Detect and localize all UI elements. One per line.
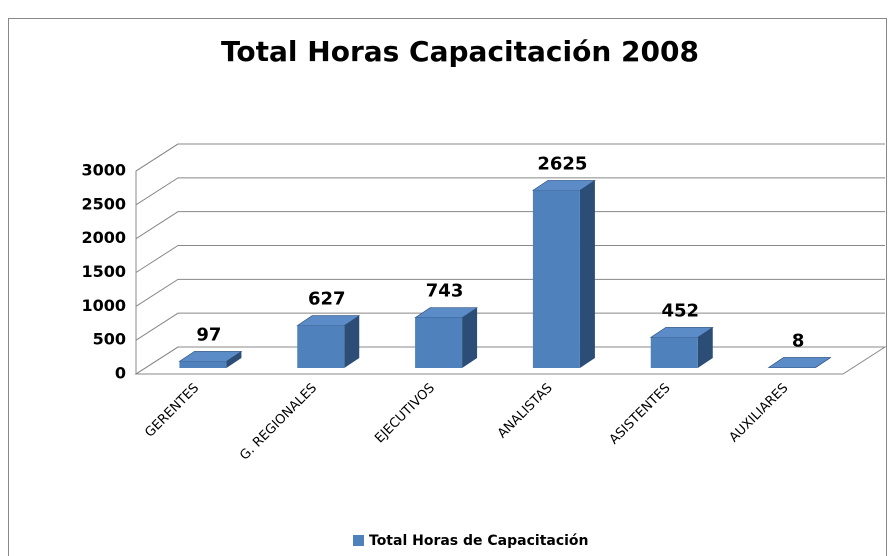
bar-side <box>344 315 360 368</box>
y-tick-label: 1000 <box>81 296 126 315</box>
value-label: 8 <box>792 330 805 351</box>
value-label: 97 <box>196 324 221 345</box>
bar-front <box>415 317 463 368</box>
chart-title: Total Horas Capacitación 2008 <box>221 35 699 68</box>
bar-front <box>532 190 580 368</box>
value-label: 627 <box>308 289 346 310</box>
legend-swatch <box>353 535 364 546</box>
grid-line <box>135 312 885 341</box>
bar <box>296 315 361 368</box>
grid-line <box>135 143 885 172</box>
bar-top <box>178 351 243 362</box>
y-tick-label: 0 <box>115 364 126 383</box>
y-tick-label: 500 <box>93 330 126 349</box>
bar <box>767 357 832 368</box>
grid-line <box>135 278 885 307</box>
bar-front <box>650 337 698 368</box>
bar <box>414 307 479 368</box>
bar-side <box>462 307 478 368</box>
grid-line <box>135 245 885 273</box>
grid-line <box>135 177 885 206</box>
bar-side <box>579 180 595 368</box>
y-tick-label: 1500 <box>81 262 126 281</box>
grid-line <box>135 211 885 240</box>
value-label: 452 <box>661 300 699 321</box>
bar <box>649 327 714 368</box>
chart-frame <box>8 18 887 556</box>
bar-front <box>768 367 816 368</box>
bar-front <box>297 325 345 368</box>
bar-front <box>179 361 227 368</box>
bar-side <box>226 351 242 368</box>
bar <box>178 351 243 368</box>
bar-side <box>697 327 713 368</box>
legend-label: Total Horas de Capacitación <box>369 533 589 549</box>
value-label: 2625 <box>537 153 587 174</box>
y-tick-label: 3000 <box>81 161 126 180</box>
y-tick-label: 2000 <box>81 228 126 247</box>
grid-line <box>135 346 885 375</box>
y-tick-label: 2500 <box>81 194 126 213</box>
bar <box>531 180 596 368</box>
value-label: 743 <box>426 281 464 302</box>
